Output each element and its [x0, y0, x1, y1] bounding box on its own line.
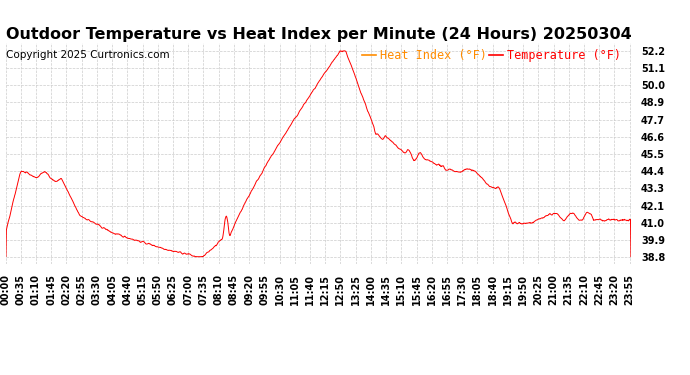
- Legend: Heat Index (°F), Temperature (°F): Heat Index (°F), Temperature (°F): [357, 45, 625, 67]
- Title: Outdoor Temperature vs Heat Index per Minute (24 Hours) 20250304: Outdoor Temperature vs Heat Index per Mi…: [6, 27, 631, 42]
- Text: Copyright 2025 Curtronics.com: Copyright 2025 Curtronics.com: [6, 50, 169, 60]
